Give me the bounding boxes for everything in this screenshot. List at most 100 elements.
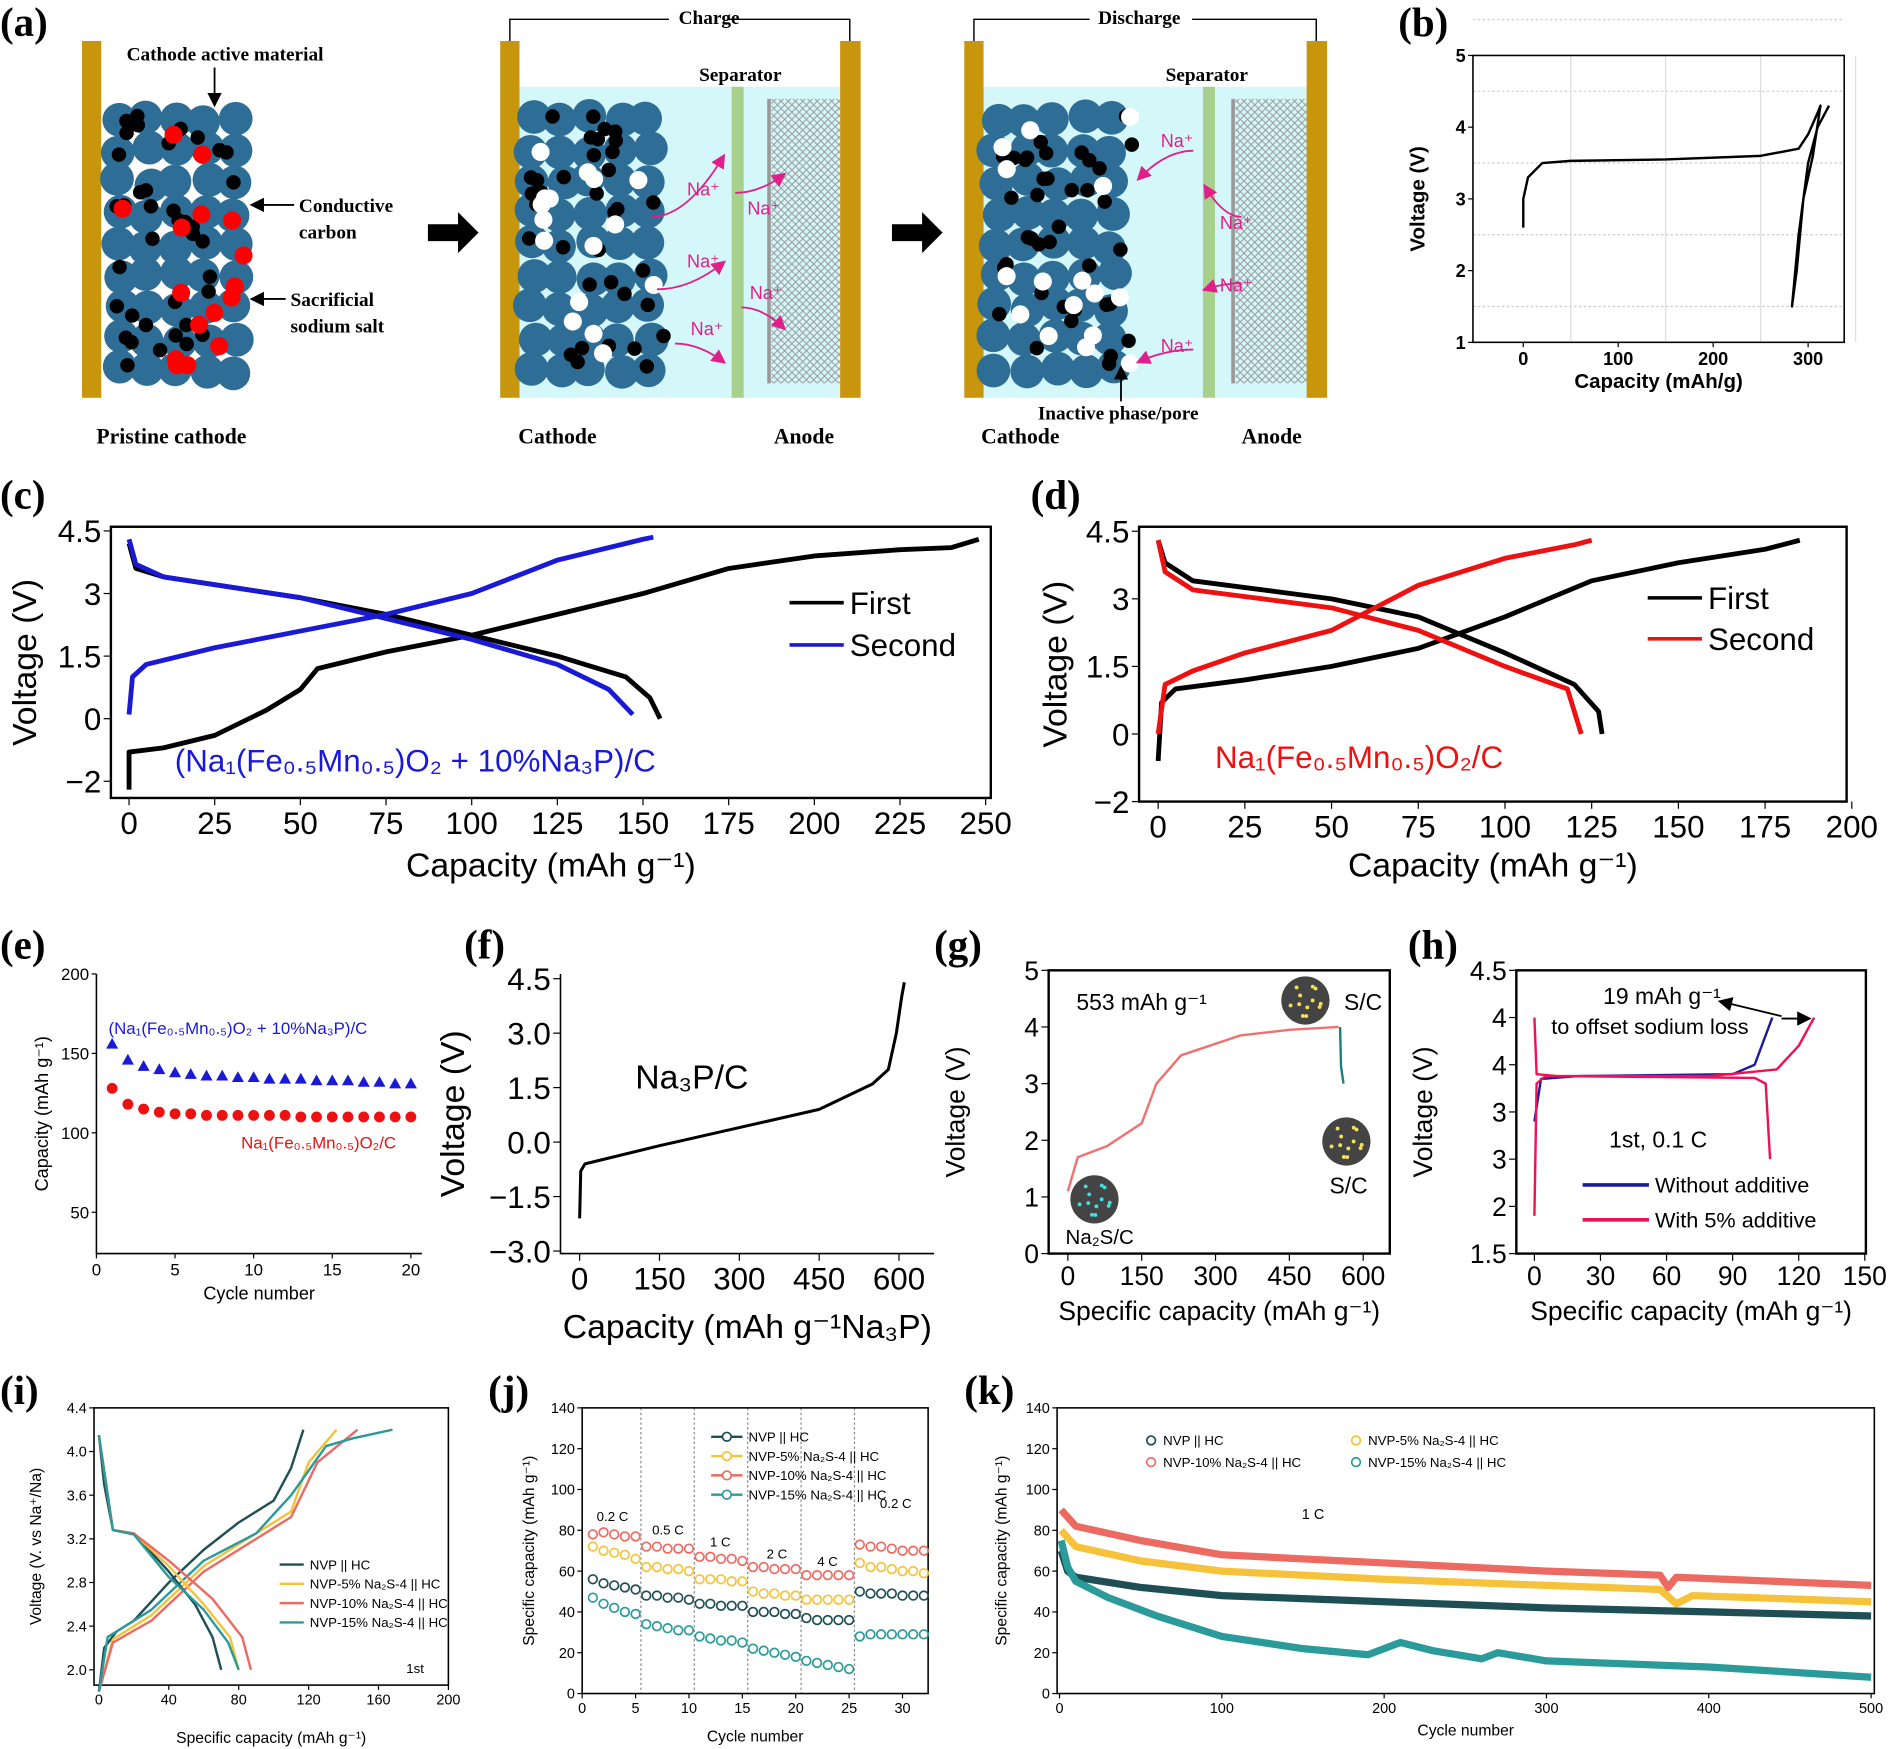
series-1-point bbox=[342, 1111, 354, 1123]
legend-label: NVP-5% Na₂S-4 || HC bbox=[749, 1449, 880, 1464]
series-nvp-15-na-s-4-hc-point bbox=[619, 1606, 631, 1618]
y-tick-label: 150 bbox=[61, 1044, 89, 1063]
series-nvp-15-na-s-4-hc-point bbox=[833, 1661, 844, 1673]
legend-label: Second bbox=[1708, 622, 1814, 657]
carbon-particle bbox=[124, 334, 139, 350]
y-axis-title: Specific capacity (mAh g⁻¹) bbox=[993, 1456, 1010, 1646]
sacrificial-salt-particle bbox=[192, 205, 211, 224]
x-axis-title: Specific capacity (mAh g⁻¹) bbox=[1530, 1296, 1852, 1326]
x-axis-title: Capacity (mAh/g) bbox=[1574, 370, 1742, 393]
x-tick-label: 75 bbox=[369, 806, 404, 841]
y-tick-label: 2 bbox=[1492, 1192, 1507, 1222]
pore bbox=[1094, 176, 1113, 196]
series-nvp-5-na-s-4-hc-line bbox=[97, 1428, 338, 1692]
series-nvp-5-na-s-4-hc-point bbox=[630, 1553, 641, 1565]
carbon-particle bbox=[589, 186, 604, 201]
active-particle bbox=[978, 228, 1013, 263]
y-tick-label: 0 bbox=[1042, 1687, 1050, 1703]
legend-item: NVP-15% Na₂S-4 || HC bbox=[711, 1487, 887, 1502]
series-nvp-15-na-s-4-hc-point bbox=[907, 1629, 919, 1640]
y-tick-label: −3.0 bbox=[489, 1234, 551, 1269]
sacrificial-salt-particle bbox=[190, 315, 209, 334]
pore bbox=[570, 293, 589, 312]
chart-panel-d: 0 25 50 75 100 125 150 175 200 −2 0 1.5 3 4.5 Capacity… bbox=[1037, 515, 1878, 885]
carbon-particle bbox=[563, 347, 579, 362]
panel-labels: (a) (b) (c) (d) (e) (f) (g) (h) (i) (j) … bbox=[0, 0, 1458, 1413]
carbon-particle bbox=[529, 173, 545, 188]
x-tick-label: 50 bbox=[1314, 810, 1349, 845]
series-second-line bbox=[1155, 537, 1593, 735]
carbon-particle bbox=[992, 306, 1007, 322]
series-nvp-15-na-s-4-hc-point bbox=[897, 1629, 908, 1640]
panel-label-g: (g) bbox=[934, 921, 982, 967]
y-tick-label: 2.4 bbox=[67, 1619, 87, 1635]
x-axis-title: Cycle number bbox=[203, 1283, 315, 1303]
legend-label: NVP-15% Na₂S-4 || HC bbox=[1368, 1455, 1506, 1470]
series-3-line bbox=[1155, 539, 1584, 735]
series-nvp-10-na-s-4-hc-point bbox=[897, 1545, 908, 1556]
active-particle bbox=[132, 130, 167, 165]
x-tick-label: 100 bbox=[446, 806, 498, 841]
series-0-point bbox=[137, 1060, 150, 1071]
x-tick-label: 120 bbox=[1777, 1261, 1821, 1291]
active-particle bbox=[218, 101, 253, 136]
x-tick-label: 90 bbox=[1718, 1261, 1747, 1291]
carbon-particle bbox=[627, 341, 642, 356]
series-nvp-hc-point bbox=[843, 1614, 855, 1626]
legend-item: NVP || HC bbox=[711, 1430, 809, 1445]
sacrificial-salt-particle bbox=[172, 283, 191, 302]
x-tick-label: 30 bbox=[894, 1701, 910, 1717]
cathode-presodiation-schematic: Cathode active material Conductive carbo… bbox=[81, 7, 1328, 449]
series-nvp-5-na-s-4-hc-point bbox=[886, 1563, 898, 1575]
carbon-particle bbox=[1064, 313, 1079, 329]
x-tick-label: 300 bbox=[1534, 1701, 1558, 1717]
na-ion-label: Na⁺ bbox=[1220, 213, 1253, 233]
carbon-particle bbox=[635, 263, 651, 278]
series-0-point bbox=[106, 1037, 119, 1049]
series-1-point bbox=[279, 1109, 291, 1121]
label-pristine-cathode: Pristine cathode bbox=[96, 425, 246, 449]
series-first-line bbox=[1155, 537, 1801, 762]
series-nvp-15-na-s-4-hc-point bbox=[843, 1663, 855, 1675]
series-nvp-10-na-s-4-hc-line bbox=[97, 1428, 359, 1692]
y-axis-title: Voltage (V) bbox=[1408, 1046, 1438, 1177]
annotation: 1st bbox=[406, 1661, 424, 1676]
series-nvp-15-na-s-4-hc-point bbox=[801, 1655, 812, 1667]
legend-label: NVP-15% Na₂S-4 || HC bbox=[749, 1487, 887, 1502]
current-collector bbox=[840, 40, 861, 398]
chart-panel-j: 0 5 10 15 20 25 30 0 20 40 60 80 100 120 140 Cycle numb… bbox=[521, 1401, 930, 1746]
carbon-particle bbox=[1103, 348, 1118, 364]
series-0-point bbox=[153, 1063, 166, 1075]
series-1-point bbox=[358, 1111, 370, 1123]
carbon-particle bbox=[1020, 230, 1036, 245]
legend-label: NVP-10% Na₂S-4 || HC bbox=[749, 1468, 887, 1483]
active-particle bbox=[192, 162, 227, 197]
legend-item: Without additive bbox=[1582, 1173, 1809, 1198]
na-ion-label: Na⁺ bbox=[1161, 336, 1194, 356]
y-tick-label: 20 bbox=[559, 1646, 575, 1662]
series-nvp-hc-point bbox=[715, 1600, 727, 1611]
carbon-particle bbox=[1124, 137, 1140, 152]
legend-item: First bbox=[789, 586, 911, 621]
pore bbox=[1039, 326, 1058, 346]
na-ion-arrow-icon bbox=[735, 172, 787, 194]
series-0-point bbox=[231, 1071, 244, 1083]
pore bbox=[1021, 121, 1040, 140]
series-nvp-10-na-s-4-hc-point bbox=[843, 1570, 855, 1581]
y-tick-label: 4.5 bbox=[1470, 956, 1507, 986]
series-nvp-10-na-s-4-hc-point bbox=[587, 1529, 599, 1540]
series-1-point bbox=[263, 1109, 275, 1121]
active-particle bbox=[216, 356, 251, 391]
series-1-point bbox=[326, 1111, 338, 1123]
annotation: 0.5 C bbox=[652, 1522, 684, 1537]
series-1-point bbox=[389, 1111, 401, 1123]
series-nvp-hc-point bbox=[854, 1586, 865, 1597]
chart-panel-i: 0 40 80 120 160 200 2.0 2.4 2.8 3.2 3.6 4.0 4.4 Speci… bbox=[28, 1401, 460, 1747]
series-first-line bbox=[126, 536, 980, 790]
particle-image-icon bbox=[1281, 976, 1330, 1025]
series-nvp-5-na-s-4-hc-point bbox=[747, 1586, 759, 1597]
carbon-particle bbox=[617, 286, 632, 302]
y-tick-label: 4 bbox=[1456, 118, 1466, 138]
y-tick-label: 3.6 bbox=[67, 1488, 87, 1504]
series-nvp-10-na-s-4-hc-point bbox=[747, 1561, 759, 1573]
